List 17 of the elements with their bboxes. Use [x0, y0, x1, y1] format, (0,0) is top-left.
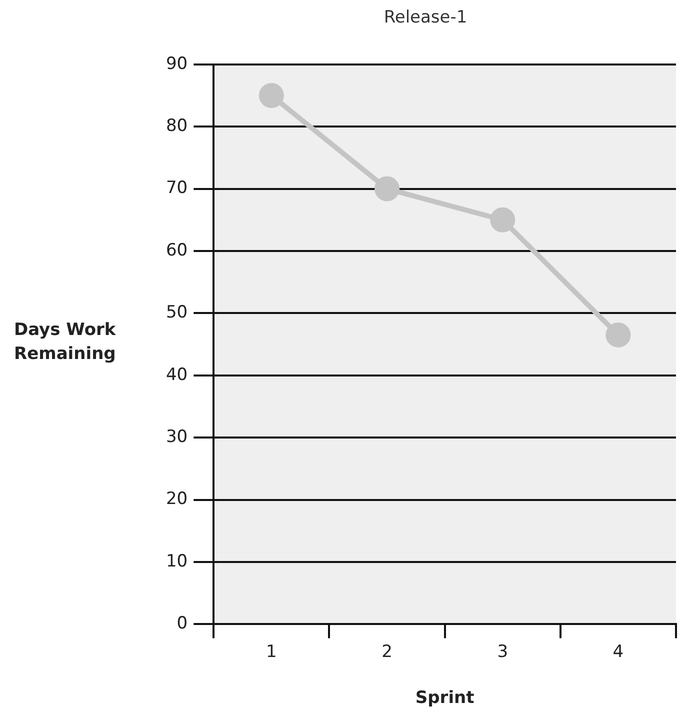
y-tick-label: 20: [166, 489, 188, 510]
chart-title: Release-1: [384, 8, 468, 28]
y-tick-label: 30: [166, 427, 188, 448]
y-tick-label: 60: [166, 240, 188, 260]
y-tick-label: 90: [166, 54, 188, 74]
x-tick-label: 3: [497, 642, 508, 662]
y-tick-label: 40: [166, 364, 188, 385]
y-tick-label: 50: [166, 302, 188, 323]
y-tick-label: 70: [166, 178, 188, 198]
x-tick-label: 4: [612, 642, 624, 662]
y-tick-label: 0: [176, 614, 188, 634]
x-axis-title: Sprint: [415, 688, 474, 708]
x-tick-label: 1: [266, 642, 277, 662]
x-tick-label: 2: [382, 642, 392, 662]
y-tick-label: 80: [166, 116, 188, 136]
y-axis-title: Days Work Remaining: [14, 319, 117, 366]
y-tick-label: 10: [166, 551, 188, 572]
